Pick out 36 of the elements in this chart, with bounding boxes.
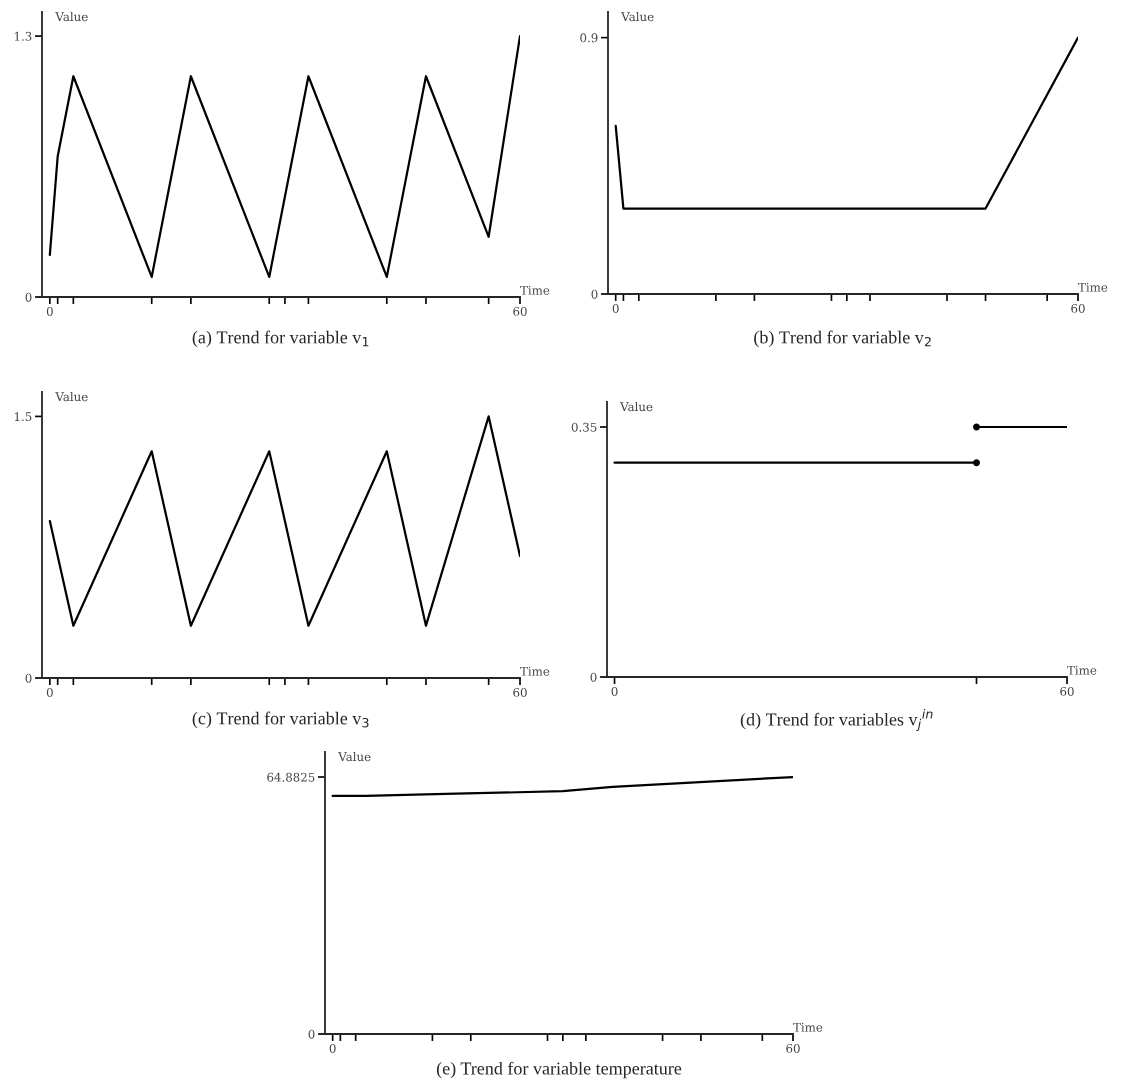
y-tick-label: 64.8825 bbox=[267, 772, 315, 782]
y-axis-title: Value bbox=[621, 12, 654, 22]
line-series bbox=[48, 34, 520, 279]
y-tick-label: 0 bbox=[590, 672, 597, 682]
x-axis-title: Time bbox=[520, 285, 550, 295]
y-axis-title: Value bbox=[55, 392, 88, 402]
x-tick-label: 0 bbox=[611, 686, 618, 696]
x-tick-label: 0 bbox=[46, 687, 53, 697]
y-axis-title: Value bbox=[338, 752, 371, 762]
y-tick-label: 0.9 bbox=[580, 33, 598, 43]
x-axis-title: Time bbox=[520, 666, 550, 676]
x-tick-label: 0 bbox=[46, 306, 53, 316]
y-tick-label: 0 bbox=[25, 673, 32, 683]
y-tick-label: 1.3 bbox=[14, 31, 32, 41]
line-series bbox=[48, 415, 520, 627]
text: (d) Trend for variables v$_{j}$$^{in}$ bbox=[740, 708, 933, 731]
text: (a) Trend for variable v$_{1}$ bbox=[192, 330, 369, 348]
x-tick-label: 60 bbox=[513, 306, 527, 316]
x-tick-label: 60 bbox=[1060, 686, 1074, 696]
x-tick-label: 60 bbox=[786, 1043, 800, 1053]
line-series bbox=[331, 775, 793, 798]
y-tick-label: 0 bbox=[25, 292, 32, 302]
text: (c) Trend for variable v$_{3}$ bbox=[192, 711, 369, 729]
y-tick-label: 0 bbox=[591, 289, 598, 299]
y-tick-label: 1.5 bbox=[14, 412, 32, 422]
text: (e) Trend for variable temperature bbox=[436, 1061, 682, 1079]
y-axis-title: Value bbox=[619, 402, 653, 412]
x-tick-label: 0 bbox=[612, 303, 619, 313]
x-axis-title: Time bbox=[1078, 282, 1108, 292]
x-tick-label: 60 bbox=[1071, 303, 1085, 313]
x-tick-label: 60 bbox=[513, 687, 527, 697]
y-axis-title: Value bbox=[55, 12, 88, 22]
y-tick-label: 0.35 bbox=[571, 422, 597, 432]
x-axis-title: Time bbox=[793, 1022, 823, 1032]
text: (b) Trend for variable v$_{2}$ bbox=[754, 330, 931, 348]
x-axis-title: Time bbox=[1067, 665, 1097, 675]
